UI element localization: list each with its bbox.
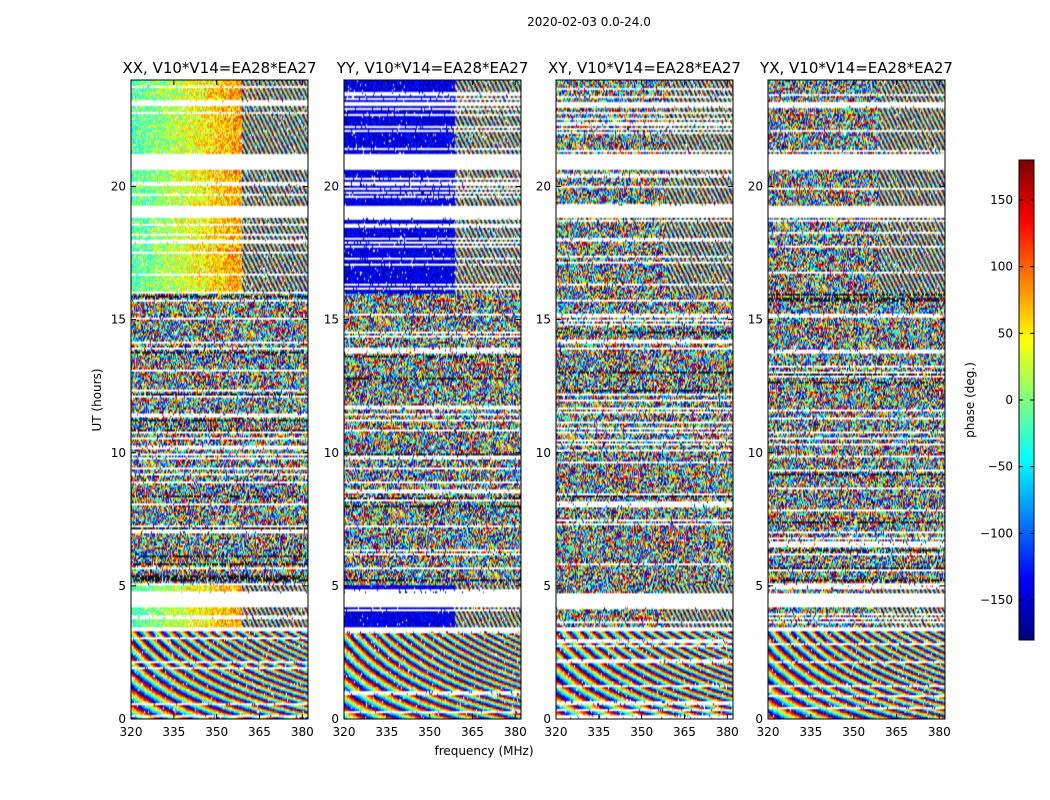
- panel-xy: XY, V10*V14=EA28*EA27 320 335 350 365 380 0 5 10…: [536, 59, 741, 739]
- y-tick-label: 5: [755, 579, 763, 593]
- y-tick-label: 0: [543, 712, 551, 726]
- panel-title: XX, V10*V14=EA28*EA27: [122, 59, 316, 77]
- colorbar-tick-label: −50: [988, 460, 1013, 474]
- y-tick-label: 5: [331, 579, 339, 593]
- y-tick-label: 5: [118, 579, 126, 593]
- colorbar-gradient: [1019, 160, 1034, 640]
- y-tick-label: 0: [755, 712, 763, 726]
- x-tick-label: 335: [162, 725, 185, 739]
- panel-frame: [343, 79, 522, 720]
- y-tick-label: 10: [324, 446, 339, 460]
- y-tick-label: 20: [324, 180, 339, 194]
- colorbar-tick-label: −100: [980, 526, 1013, 540]
- x-tick-label: 320: [757, 725, 780, 739]
- y-tick-label: 10: [111, 446, 126, 460]
- x-tick-label: 350: [418, 725, 441, 739]
- x-tick-label: 335: [587, 725, 610, 739]
- y-axis-label: UT (hours): [90, 368, 104, 431]
- x-axis-label: frequency (MHz): [434, 744, 533, 758]
- phase-heatmap-xy: [556, 80, 733, 719]
- x-tick-label: 365: [248, 725, 271, 739]
- y-tick-label: 15: [324, 313, 339, 327]
- panel-title: YY, V10*V14=EA28*EA27: [336, 59, 529, 77]
- colorbar-tick-label: 50: [998, 326, 1013, 340]
- x-tick-label: 350: [205, 725, 228, 739]
- panels: XX, V10*V14=EA28*EA27 320 335 350 365 380 0 5 10…: [111, 59, 953, 739]
- x-tick-label: 380: [504, 725, 527, 739]
- x-tick-label: 335: [799, 725, 822, 739]
- x-tick-label: 380: [291, 725, 314, 739]
- y-tick-label: 20: [111, 180, 126, 194]
- panel-yy: YY, V10*V14=EA28*EA27 320 335 350 365 380 0 5 10…: [324, 59, 529, 739]
- panel-title: XY, V10*V14=EA28*EA27: [548, 59, 741, 77]
- y-tick-label: 5: [543, 579, 551, 593]
- colorbar-tick-label: 100: [990, 260, 1013, 274]
- x-tick-label: 335: [375, 725, 398, 739]
- x-tick-label: 365: [673, 725, 696, 739]
- phase-heatmap-xx: [131, 80, 308, 719]
- y-tick-label: 10: [536, 446, 551, 460]
- panel-yx: YX, V10*V14=EA28*EA27 320 335 350 365 380 0 5 10…: [748, 59, 953, 739]
- x-tick-label: 365: [461, 725, 484, 739]
- x-tick-label: 350: [630, 725, 653, 739]
- x-tick-label: 320: [120, 725, 143, 739]
- panel-frame: [767, 79, 946, 720]
- panel-frame: [555, 79, 734, 720]
- phase-heatmap-yy: [344, 80, 521, 719]
- x-tick-label: 320: [333, 725, 356, 739]
- colorbar-label: phase (deg.): [963, 362, 977, 438]
- phase-heatmap-yx: [768, 80, 945, 719]
- x-tick-label: 365: [885, 725, 908, 739]
- panel-title: YX, V10*V14=EA28*EA27: [759, 59, 953, 77]
- panel-xx: XX, V10*V14=EA28*EA27 320 335 350 365 380 0 5 10…: [111, 59, 317, 739]
- y-tick-label: 0: [331, 712, 339, 726]
- y-tick-label: 15: [536, 313, 551, 327]
- colorbar-tick-label: 150: [990, 193, 1013, 207]
- colorbar-tick-label: 0: [1005, 393, 1013, 407]
- x-tick-label: 380: [716, 725, 739, 739]
- x-tick-label: 380: [928, 725, 951, 739]
- y-tick-label: 20: [748, 180, 763, 194]
- y-tick-label: 15: [748, 313, 763, 327]
- y-tick-label: 0: [118, 712, 126, 726]
- x-tick-label: 320: [545, 725, 568, 739]
- colorbar-tick-label: −150: [980, 593, 1013, 607]
- figure-title: 2020-02-03 0.0-24.0: [527, 15, 651, 29]
- y-tick-label: 10: [748, 446, 763, 460]
- colorbar: 150 100 50 0 −50 −100 −150: [980, 159, 1035, 641]
- panel-frame: [130, 79, 309, 720]
- y-tick-label: 20: [536, 180, 551, 194]
- y-tick-label: 15: [111, 313, 126, 327]
- x-tick-label: 350: [842, 725, 865, 739]
